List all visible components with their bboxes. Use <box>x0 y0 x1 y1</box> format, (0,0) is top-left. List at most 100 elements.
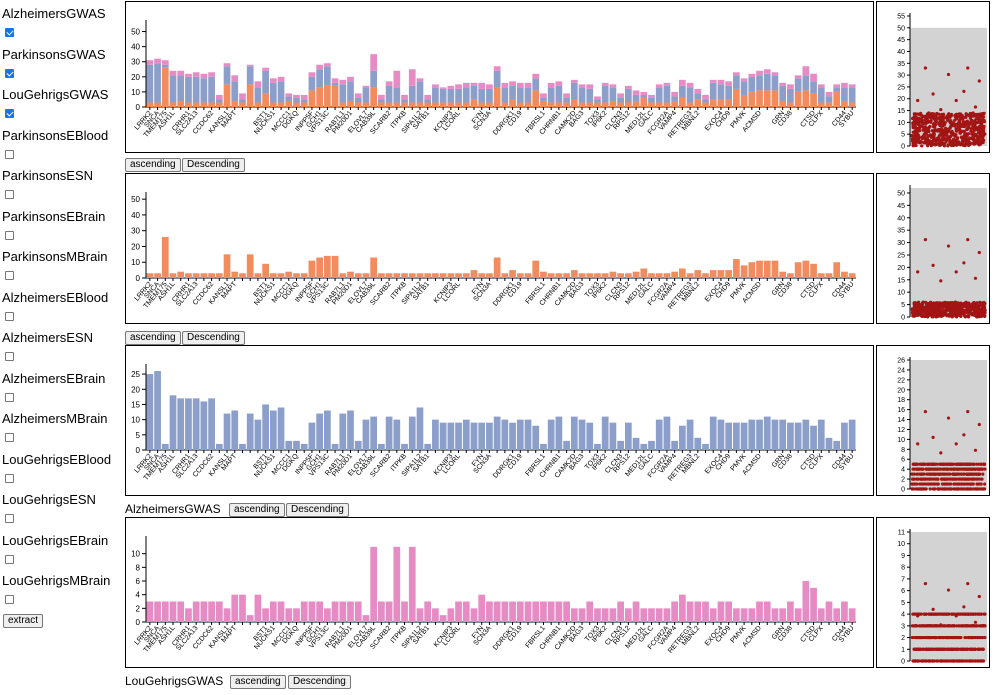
bar-alzheimers <box>208 76 215 103</box>
bar-alzheimers <box>555 85 563 103</box>
bar <box>594 443 601 450</box>
dataset-checkbox[interactable] <box>5 190 14 199</box>
bar-lougehrigs <box>161 60 169 65</box>
scatter-y-tick-label: 25 <box>897 84 905 91</box>
bar <box>185 273 192 278</box>
bar <box>401 601 408 622</box>
dataset-label: AlzheimersEBrain <box>2 370 106 386</box>
bar-lougehrigs <box>169 70 177 76</box>
bar <box>385 601 393 622</box>
bar-alzheimers <box>509 85 516 100</box>
y-tick-label: 20 <box>131 73 140 82</box>
bar <box>370 257 378 278</box>
dataset-checkbox[interactable] <box>5 311 14 321</box>
scatter-points <box>910 238 987 319</box>
bar-alzheimers <box>524 87 532 103</box>
bar-alzheimers <box>679 85 686 98</box>
bar <box>370 546 378 622</box>
bar-chart-svg: 0510152025LRRK2SNCATMEM175ASH1LCRHR1SLC2… <box>131 364 856 483</box>
bar-alzheimers <box>601 85 609 103</box>
dataset-checkbox[interactable] <box>5 392 14 402</box>
bar-alzheimers <box>516 87 524 103</box>
ascending-button[interactable]: ascending <box>125 331 181 345</box>
bar <box>586 601 594 622</box>
bar-alzheimers <box>717 84 725 100</box>
bar <box>408 273 416 278</box>
bar-alzheimers <box>833 87 841 92</box>
bar <box>246 254 254 278</box>
descending-button[interactable]: Descending <box>288 675 351 689</box>
bar <box>239 273 246 278</box>
bar <box>308 260 316 278</box>
dataset-checkbox[interactable] <box>5 28 14 37</box>
scatter-y-tick-label: 5 <box>901 132 905 139</box>
dataset-label: LouGehrigsGWAS <box>2 87 109 102</box>
scatter-background <box>910 188 987 317</box>
bar <box>570 608 578 622</box>
bar-lougehrigs <box>269 78 277 83</box>
bar <box>300 273 308 278</box>
bar <box>432 419 439 450</box>
bar-alzheimers <box>810 81 817 94</box>
scatter-panel: 0 5 10 15 20 25 30 35 40 45 50 55 <box>876 1 990 153</box>
bar-lougehrigs <box>223 63 231 67</box>
bar <box>424 273 432 278</box>
dataset-checkbox[interactable] <box>5 149 14 159</box>
bar <box>617 273 624 278</box>
descending-button[interactable]: Descending <box>286 503 349 517</box>
bar-parkinsons <box>833 91 841 107</box>
dataset-checkbox[interactable] <box>5 68 14 78</box>
bar <box>277 273 285 278</box>
descending-button[interactable]: Descending <box>182 331 245 345</box>
bar-chart-panel: 0 10 20 30 40 50 LRRK2 SNCA TMEM175 ASH1L CRHR1 SLC… <box>125 173 874 324</box>
dataset-checkbox[interactable] <box>5 433 14 442</box>
bar-alzheimers <box>586 88 594 103</box>
dataset-checkbox[interactable] <box>5 595 14 604</box>
bar-chart-svg: 01020304050LRRK2SNCATMEM175ASH1LCRHR1SLC… <box>131 20 856 140</box>
bar-parkinsons <box>370 87 378 107</box>
bar-lougehrigs <box>524 82 532 88</box>
bar-lougehrigs <box>239 93 246 100</box>
scatter-y-tick-label: 50 <box>897 190 905 197</box>
ascending-button[interactable]: ascending <box>125 158 181 172</box>
dataset-checkbox[interactable] <box>5 473 14 483</box>
bar-alzheimers <box>825 96 833 103</box>
ascending-button[interactable]: ascending <box>230 675 286 689</box>
bar <box>717 270 725 278</box>
bar <box>771 608 779 622</box>
scatter-outlier <box>966 410 970 414</box>
bar <box>841 601 848 622</box>
bar-parkinsons <box>555 102 563 107</box>
dataset-checkbox[interactable] <box>5 271 14 280</box>
bar-alzheimers <box>239 99 246 103</box>
descending-button[interactable]: Descending <box>182 158 245 172</box>
bar-lougehrigs <box>601 82 609 86</box>
dataset-checkbox[interactable] <box>5 352 14 361</box>
bar-lougehrigs <box>185 73 192 77</box>
dataset-checkbox[interactable] <box>5 109 14 118</box>
bar <box>609 271 617 278</box>
bar <box>354 601 362 622</box>
bar-parkinsons <box>478 102 486 107</box>
bar <box>486 273 493 278</box>
bar <box>339 601 347 622</box>
bar-lougehrigs <box>686 82 694 88</box>
bar <box>154 371 161 450</box>
dataset-checkbox[interactable] <box>5 230 14 240</box>
bar-parkinsons <box>624 102 632 107</box>
scatter-y-tick-label: 5 <box>901 600 905 607</box>
dataset-label: LouGehrigsEBlood <box>2 451 112 467</box>
bar-alzheimers <box>246 66 254 85</box>
bar-parkinsons <box>632 100 640 107</box>
dataset-checkbox[interactable] <box>5 514 14 523</box>
bar <box>586 422 594 450</box>
scatter-y-tick-label: 20 <box>897 96 905 103</box>
bar-lougehrigs <box>154 58 161 64</box>
dataset-checkbox[interactable] <box>5 554 14 564</box>
y-tick-label: 0 <box>136 618 141 627</box>
extract-button[interactable]: extract <box>3 614 44 628</box>
bar-alzheimers <box>408 85 416 103</box>
scatter-outlier <box>954 614 958 618</box>
bar-alzheimers <box>648 97 655 103</box>
ascending-button[interactable]: ascending <box>229 503 285 517</box>
